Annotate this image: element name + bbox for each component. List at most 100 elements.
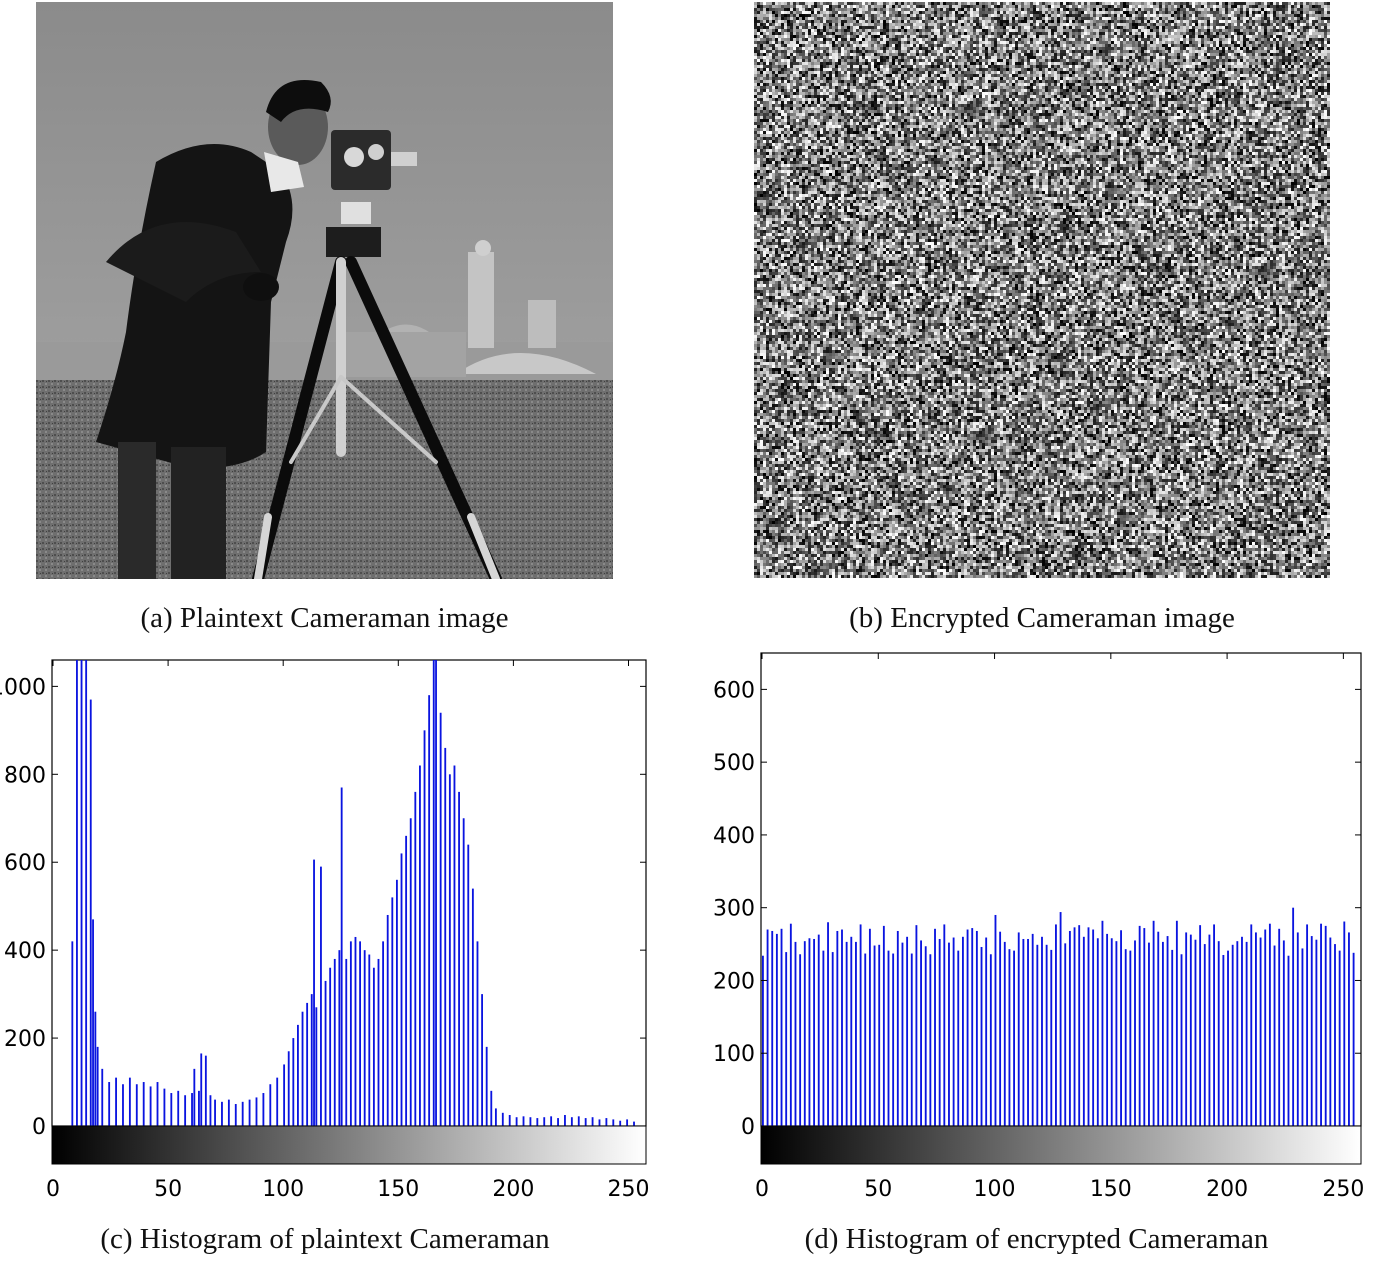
histogram-bar [209, 1095, 212, 1126]
histogram-bar [1031, 933, 1034, 1126]
histogram-bar [329, 967, 332, 1126]
y-tick-label: 1000 [0, 675, 46, 700]
histogram-bar [536, 1118, 539, 1126]
histogram-bar [789, 923, 792, 1126]
histogram-bar [92, 919, 94, 1126]
histogram-bar [76, 660, 78, 1126]
histogram-bar [906, 936, 909, 1126]
histogram-bar [961, 936, 964, 1126]
x-tick-label: 250 [607, 1177, 649, 1202]
histogram-bar [570, 1117, 573, 1126]
histogram-bar [775, 933, 778, 1126]
histogram-bars [71, 660, 635, 1126]
histogram-bar [1157, 931, 1160, 1126]
histogram-bar [156, 1082, 159, 1126]
histogram-bar [1217, 941, 1220, 1126]
histogram-bar [94, 1011, 97, 1126]
histogram-bar [633, 1121, 635, 1126]
histogram-bar [391, 897, 394, 1126]
histogram-bar [1259, 937, 1262, 1126]
histogram-bar [827, 922, 829, 1126]
histogram-bar [508, 1115, 511, 1126]
x-tick-label: 0 [46, 1177, 60, 1202]
histogram-bar [887, 950, 890, 1126]
histogram-bar [269, 1084, 272, 1126]
histogram-bar [1143, 928, 1146, 1126]
y-tick-label: 600 [713, 678, 755, 703]
histogram-bar [241, 1101, 244, 1126]
histogram-bar [193, 1068, 196, 1126]
x-tick-label: 150 [377, 1177, 419, 1202]
histogram-bar [1301, 948, 1304, 1126]
y-tick-label: 100 [713, 1042, 755, 1067]
histogram-bar [822, 950, 825, 1126]
histogram-bar [591, 1117, 594, 1126]
histogram-bar [1115, 941, 1118, 1126]
histogram-bar [785, 952, 788, 1126]
histogram-bar [485, 1046, 488, 1126]
x-axis-ticks: 0 50 100 150 200 250 [755, 653, 1364, 1202]
histogram-bar [313, 859, 315, 1126]
x-tick-label: 100 [262, 1177, 304, 1202]
histogram-bar [221, 1101, 223, 1126]
histogram-bar [448, 774, 451, 1126]
tripod [252, 256, 502, 585]
histogram-bar [1175, 920, 1178, 1126]
histogram-bar [1078, 925, 1081, 1126]
histogram-bar [1003, 941, 1006, 1126]
histogram-bar [1194, 939, 1197, 1126]
histogram-bar [1213, 924, 1215, 1126]
histogram-bar [458, 791, 460, 1126]
histogram-bar [444, 747, 447, 1126]
histogram-bar [108, 1082, 111, 1126]
histogram-bar [584, 1118, 587, 1126]
histogram-bar [859, 924, 862, 1126]
x-tick-label: 200 [1206, 1177, 1248, 1202]
histogram-bar [771, 930, 774, 1126]
histogram-bar [234, 1104, 237, 1126]
histogram-bar [943, 924, 946, 1126]
histogram-bar [948, 942, 950, 1126]
histogram-bar [868, 928, 871, 1126]
histogram-bar [386, 914, 389, 1126]
y-axis-ticks: 0 100 200 300 400 500 600 [713, 678, 1361, 1140]
y-tick-label: 300 [713, 897, 755, 922]
histogram-bar [191, 1093, 193, 1126]
histogram-bar [1185, 932, 1188, 1126]
histogram-bar [149, 1086, 152, 1126]
caption-c: (c) Histogram of plaintext Cameraman [100, 1223, 550, 1255]
histogram-bar [359, 941, 361, 1126]
histogram-bar [1161, 941, 1164, 1126]
histogram-bar [1282, 940, 1285, 1126]
histogram-bar [934, 928, 936, 1126]
histogram-bar [276, 1077, 279, 1126]
histogram-bar [340, 787, 343, 1126]
encrypted-cameraman-image [754, 2, 1330, 578]
histogram-bar [1287, 955, 1290, 1126]
histogram-bar [170, 1093, 173, 1126]
histogram-bar [1027, 938, 1029, 1126]
histogram-bar [550, 1116, 553, 1126]
histogram-bar [349, 941, 352, 1126]
histogram-bar [938, 938, 941, 1126]
histogram-bar [320, 866, 322, 1126]
plaintext-cameraman-image [36, 2, 613, 585]
histogram-bar [1296, 932, 1299, 1126]
histogram-bar [1073, 927, 1076, 1126]
histogram-bar [287, 1051, 290, 1126]
caption-d: (d) Histogram of encrypted Cameraman [804, 1223, 1269, 1255]
histogram-bar [831, 952, 834, 1126]
histogram-bar [1013, 950, 1016, 1126]
histogram-bar [71, 941, 74, 1126]
histogram-bar [626, 1119, 629, 1126]
histogram-bar [395, 879, 398, 1126]
histogram-bar [177, 1090, 180, 1126]
histogram-bar [1278, 928, 1281, 1126]
histogram-bar [1231, 944, 1234, 1126]
histogram-bar [1101, 920, 1104, 1126]
grayscale-colorbar [51, 1125, 647, 1165]
histogram-bar [184, 1095, 187, 1126]
cameraman-figure [96, 80, 331, 579]
histogram-bar [297, 1024, 299, 1126]
histogram-bar [338, 950, 341, 1126]
